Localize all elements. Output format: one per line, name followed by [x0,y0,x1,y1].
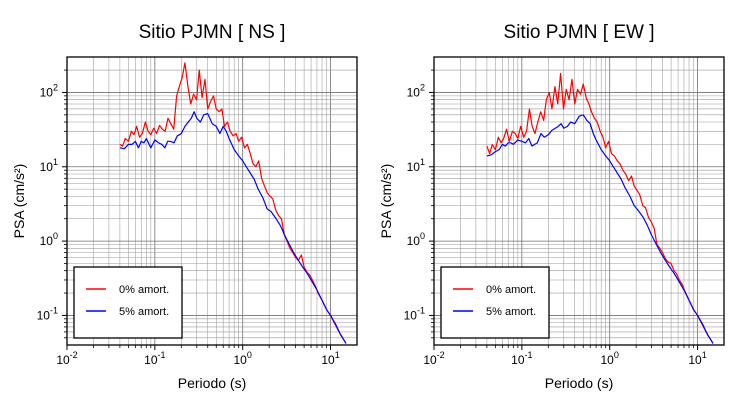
x-tick-label: 100 [601,350,619,367]
y-tick-label: 100 [407,231,425,248]
x-tick-label: 101 [321,350,339,367]
legend-label: 5% amort. [119,306,169,318]
x-axis-ticks: 10-2 10-1 100 101 [56,345,340,367]
legend-box [73,266,183,339]
series-group [119,62,347,344]
x-tick-label: 10-2 [423,350,444,367]
series-line-5pct [486,114,714,344]
y-tick-label: 102 [407,82,425,99]
x-axis-label: Periodo (s) [545,375,613,391]
series-line-5pct [119,111,347,344]
legend-label: 0% amort. [486,284,536,296]
chart-title: Sitio PJMN [ NS ] [139,22,286,43]
y-axis-label: PSA (cm/s²) [11,164,27,239]
y-axis-ticks: 10-1 100 101 102 [37,69,67,339]
y-tick-label: 100 [40,231,58,248]
legend-label: 5% amort. [486,306,536,318]
chart-panel-ew: Sitio PJMN [ EW ] Periodo (s) PSA (cm/s²… [378,22,725,391]
series-line-0pct [486,72,714,344]
legend-label: 0% amort. [119,284,169,296]
x-tick-label: 100 [234,350,252,367]
y-tick-label: 101 [407,157,425,174]
chart-title: Sitio PJMN [ EW ] [504,22,655,43]
chart-panel-ns: Sitio PJMN [ NS ] Periodo (s) PSA (cm/s²… [11,22,358,391]
y-tick-label: 102 [40,82,58,99]
legend: 0% amort. 5% amort. [440,266,550,339]
y-axis-ticks: 10-1 100 101 102 [404,69,434,339]
plot-frame [66,56,358,346]
series-line-0pct [119,62,347,344]
plot-frame [433,56,725,346]
legend: 0% amort. 5% amort. [73,266,183,339]
series-group [486,72,714,344]
x-tick-label: 10-2 [56,350,77,367]
y-tick-label: 10-1 [37,305,58,322]
x-tick-label: 10-1 [511,350,532,367]
y-axis-label: PSA (cm/s²) [378,164,394,239]
y-tick-label: 101 [40,157,58,174]
legend-box [440,266,550,339]
x-axis-ticks: 10-2 10-1 100 101 [423,345,707,367]
y-tick-label: 10-1 [404,305,425,322]
x-tick-label: 101 [688,350,706,367]
x-tick-label: 10-1 [144,350,165,367]
x-axis-label: Periodo (s) [178,375,246,391]
